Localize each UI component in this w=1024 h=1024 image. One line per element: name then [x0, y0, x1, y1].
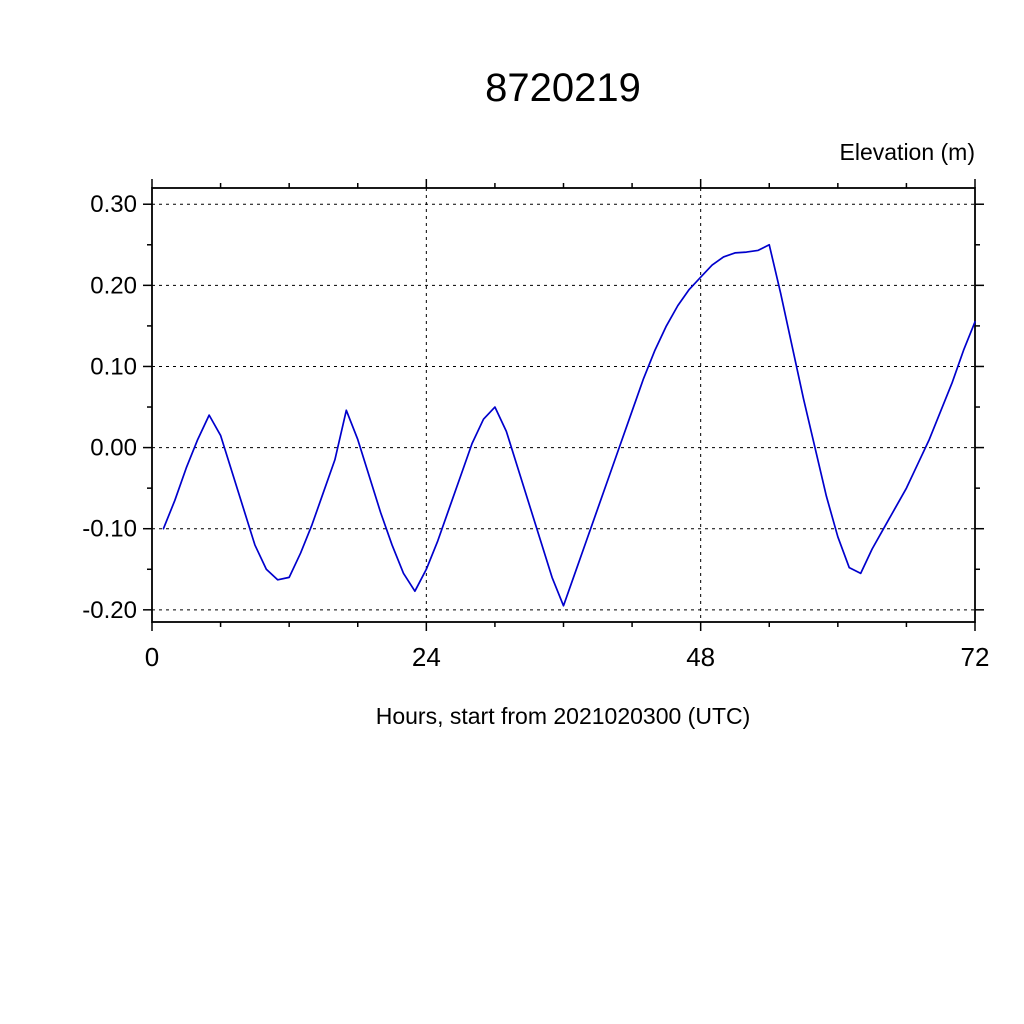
x-axis-title: Hours, start from 2021020300 (UTC) [375, 703, 751, 729]
x-tick-label: 72 [961, 642, 990, 672]
x-tick-label: 48 [686, 642, 715, 672]
y-tick-label: 0.20 [90, 272, 137, 299]
y-tick-label: 0.30 [90, 191, 137, 218]
y-tick-label: -0.10 [82, 516, 137, 543]
y-axis-title: Elevation (m) [839, 139, 975, 165]
y-tick-label: -0.20 [82, 597, 137, 624]
plot-frame [151, 187, 976, 623]
x-tick-label: 0 [145, 642, 159, 672]
elevation-line [162, 243, 976, 607]
x-tick-label: 24 [412, 642, 441, 672]
y-tick-label: 0.00 [90, 435, 137, 462]
chart-title: 8720219 [485, 66, 641, 110]
y-tick-label: 0.10 [90, 353, 137, 380]
